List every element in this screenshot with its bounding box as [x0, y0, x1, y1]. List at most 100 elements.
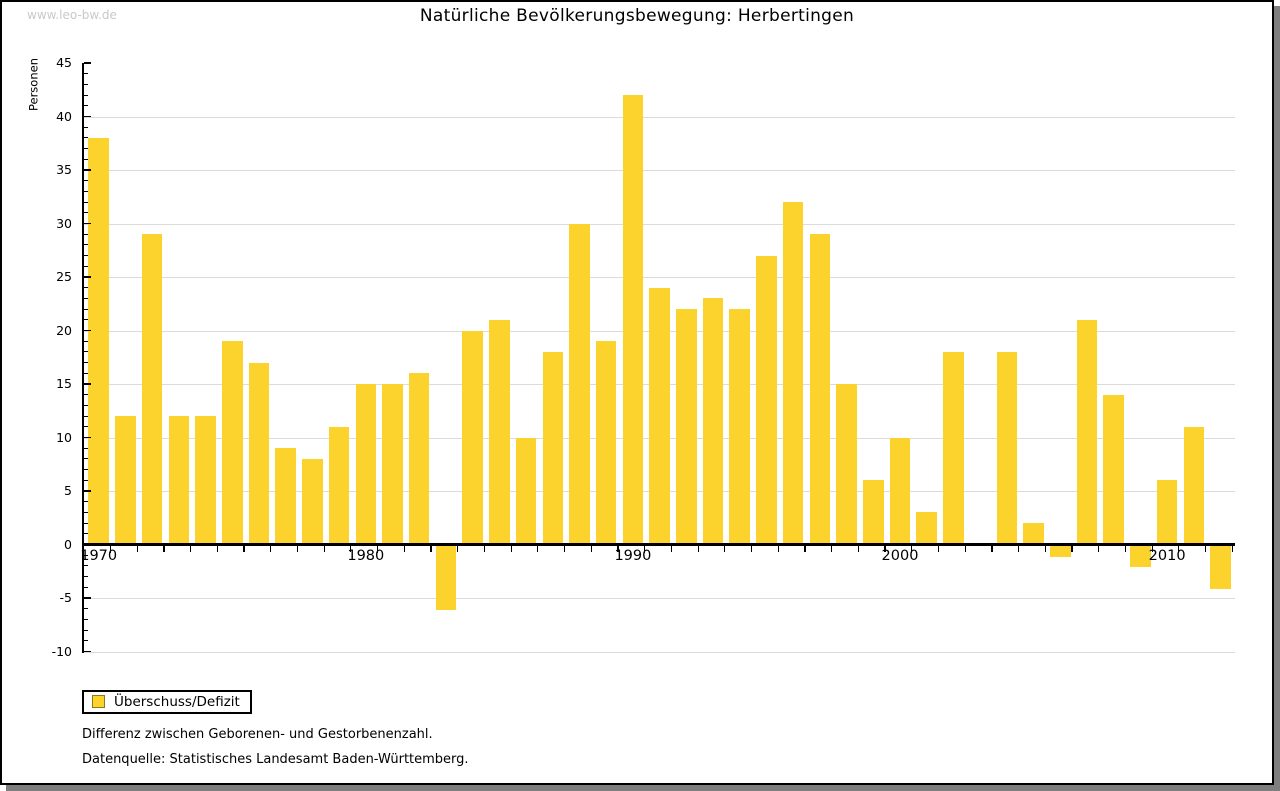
bar-1980: [355, 384, 377, 545]
x-tick-1990: [644, 545, 646, 553]
y-minor-tick-6: [83, 479, 88, 481]
x-tick-2007: [1098, 545, 1100, 552]
x-tick-1980: [377, 545, 379, 553]
legend-label: Überschuss/Defizit: [114, 694, 240, 710]
x-tick-1982: [430, 545, 432, 552]
y-tick-label--5: -5: [59, 590, 72, 605]
x-tick-1977: [296, 545, 299, 552]
x-tick-1995: [777, 545, 779, 552]
y-minor-tick-4: [83, 501, 88, 503]
y-major-tick-40: [83, 115, 92, 118]
y-tick-label-35: 35: [56, 162, 72, 177]
y-minor-tick-26: [83, 265, 88, 267]
bar-1973: [168, 416, 190, 545]
bar-1998: [836, 384, 857, 545]
bar-1985: [489, 319, 510, 545]
y-major-tick-20: [83, 329, 92, 332]
x-tick-1973: [190, 545, 192, 552]
gridline--5: [83, 598, 1235, 599]
bar-1990: [622, 95, 644, 545]
x-tick-label-2010: 2010: [1148, 548, 1186, 564]
bar-2012: [1210, 546, 1231, 589]
bar-1997: [809, 234, 831, 545]
bar-1988: [569, 223, 590, 545]
y-major-tick-5: [83, 490, 92, 492]
y-minor-tick-39: [83, 126, 88, 128]
x-tick-1972: [163, 545, 165, 552]
x-tick-label-2000: 2000: [881, 548, 919, 564]
y-minor-tick-18: [83, 351, 88, 353]
y-minor-tick-1: [83, 533, 88, 535]
y-minor-tick-42: [83, 94, 88, 96]
bar-2002: [943, 351, 964, 545]
x-tick-1996: [804, 545, 806, 552]
y-major-tick-15: [83, 383, 92, 385]
y-minor-tick-34: [83, 180, 88, 182]
y-minor-tick--2: [83, 565, 88, 567]
y-tick-label-5: 5: [64, 483, 72, 498]
y-tick-label-25: 25: [56, 269, 72, 284]
y-tick-label-20: 20: [56, 322, 72, 338]
y-minor-tick--4: [83, 586, 88, 588]
y-minor-tick-32: [83, 201, 88, 203]
y-tick-label-45: 45: [56, 55, 72, 70]
y-tick-label-30: 30: [56, 215, 72, 231]
y-minor-tick-7: [83, 469, 88, 471]
x-tick-2011: [1205, 545, 1207, 552]
x-tick-1986: [537, 545, 539, 552]
x-tick-1974: [216, 545, 218, 552]
y-tick-label--10: -10: [51, 643, 72, 659]
y-minor-tick-9: [83, 447, 88, 449]
y-minor-tick-22: [83, 308, 88, 310]
y-minor-tick-41: [83, 105, 88, 107]
y-major-tick-45: [83, 62, 92, 64]
bar-1983: [435, 546, 457, 611]
x-tick-2005: [1044, 545, 1046, 552]
y-minor-tick--6: [83, 608, 88, 610]
gridline-35: [83, 170, 1235, 171]
y-minor-tick-19: [83, 340, 88, 342]
y-minor-tick-29: [83, 233, 88, 235]
bar-1975: [222, 341, 243, 545]
gridline--10: [83, 651, 1235, 653]
bar-1970: [88, 137, 109, 545]
bar-1976: [248, 362, 270, 545]
x-tick-1976: [270, 545, 272, 552]
x-tick-1987: [563, 545, 566, 552]
x-tick-2004: [1018, 545, 1020, 552]
watermark: www.leo-bw.de: [27, 8, 117, 22]
bar-1994: [729, 309, 750, 545]
x-tick-1983: [457, 545, 459, 552]
chart-title: Natürliche Bevölkerungsbewegung: Herbert…: [419, 6, 855, 26]
y-minor-tick-38: [83, 137, 88, 139]
x-tick-1991: [670, 545, 672, 552]
y-minor-tick--3: [83, 576, 88, 578]
x-tick-1970: [109, 545, 112, 553]
x-tick-1998: [857, 545, 859, 552]
y-minor-tick-31: [83, 212, 88, 214]
x-tick-1984: [483, 545, 486, 552]
gridline-25: [83, 277, 1235, 278]
x-tick-1992: [697, 545, 699, 552]
bar-1986: [515, 437, 537, 545]
x-tick-2009: [1151, 545, 1153, 552]
bar-1982: [408, 373, 430, 545]
x-tick-2003: [991, 545, 993, 552]
y-major-tick-30: [83, 222, 92, 225]
y-minor-tick-8: [83, 458, 88, 460]
y-tick-label-10: 10: [56, 429, 72, 445]
x-tick-2008: [1124, 545, 1127, 552]
y-minor-tick-27: [83, 255, 88, 257]
legend-swatch: [92, 695, 105, 708]
bar-1993: [702, 298, 724, 545]
bar-1995: [756, 255, 777, 545]
bar-2005: [1023, 523, 1044, 545]
x-tick-1994: [750, 545, 753, 552]
bar-2008: [1103, 394, 1124, 545]
y-minor-tick-36: [83, 158, 88, 160]
y-minor-tick-37: [83, 148, 88, 150]
x-tick-2010: [1178, 545, 1180, 553]
y-minor-tick--8: [83, 629, 88, 631]
y-tick-label-40: 40: [56, 108, 72, 124]
x-tick-label-1990: 1990: [614, 548, 652, 564]
